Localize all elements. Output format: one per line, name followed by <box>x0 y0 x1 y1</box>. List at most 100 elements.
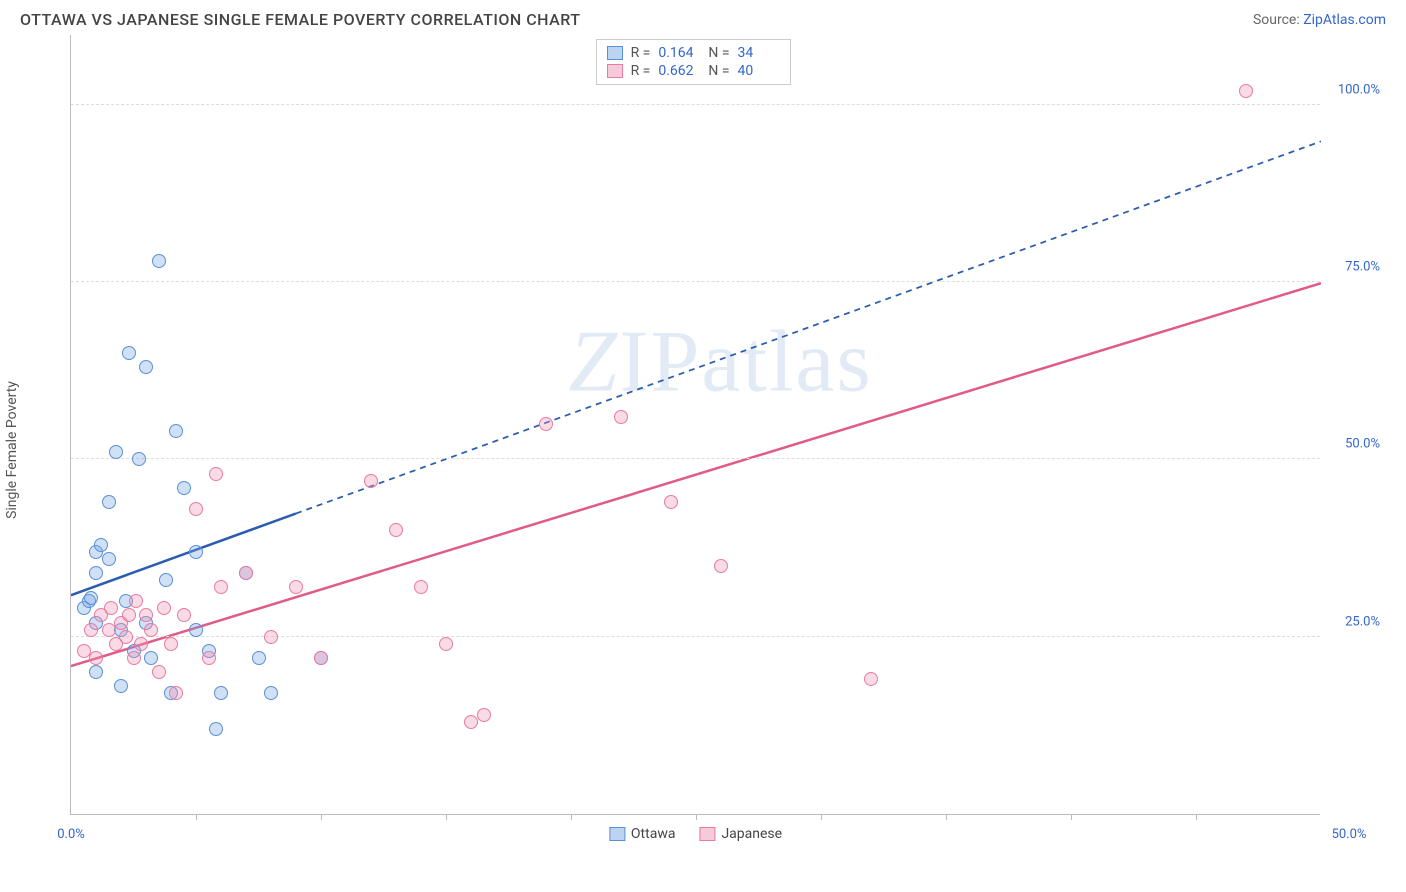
x-tick <box>571 814 572 820</box>
x-tick <box>1071 814 1072 820</box>
data-point <box>134 637 148 651</box>
legend-swatch <box>607 64 623 78</box>
data-point <box>164 637 178 651</box>
data-point <box>114 679 128 693</box>
data-point <box>414 580 428 594</box>
data-point <box>139 608 153 622</box>
x-tick-minor <box>696 814 697 820</box>
chart-title: OTTAWA VS JAPANESE SINGLE FEMALE POVERTY… <box>20 10 581 29</box>
legend-label: Ottawa <box>631 826 676 842</box>
y-axis-label: Single Female Poverty <box>4 381 20 519</box>
data-point <box>139 360 153 374</box>
data-point <box>129 594 143 608</box>
data-point <box>159 573 173 587</box>
x-tick <box>821 814 822 820</box>
data-point <box>209 467 223 481</box>
source-attribution: Source: ZipAtlas.com <box>1253 12 1386 28</box>
data-point <box>119 630 133 644</box>
data-point <box>189 623 203 637</box>
watermark: ZIPatlas <box>568 312 872 413</box>
data-point <box>389 523 403 537</box>
data-point <box>664 495 678 509</box>
data-point <box>289 580 303 594</box>
stat-r-value: 0.164 <box>658 45 700 61</box>
y-tick-label: 50.0% <box>1325 437 1380 452</box>
chart-header: OTTAWA VS JAPANESE SINGLE FEMALE POVERTY… <box>0 0 1406 35</box>
legend-item: Japanese <box>699 826 782 842</box>
source-link[interactable]: ZipAtlas.com <box>1303 12 1386 28</box>
y-tick-label: 75.0% <box>1325 260 1380 275</box>
gridline-y <box>71 636 1320 637</box>
x-tick-minor <box>196 814 197 820</box>
data-point <box>102 495 116 509</box>
gridline-y <box>71 104 1320 105</box>
stat-row: R = 0.164 N = 34 <box>607 44 780 62</box>
data-point <box>152 254 166 268</box>
trend-lines <box>71 35 1321 815</box>
legend-swatch <box>699 827 715 841</box>
stat-n-value: 40 <box>738 63 780 79</box>
data-point <box>109 445 123 459</box>
data-point <box>189 545 203 559</box>
x-tick-label: 0.0% <box>57 827 85 842</box>
gridline-y <box>71 458 1320 459</box>
data-point <box>102 552 116 566</box>
stat-n-value: 34 <box>738 45 780 61</box>
data-point <box>89 665 103 679</box>
data-point <box>89 651 103 665</box>
stat-r-label: R = <box>631 45 651 61</box>
gridline-y <box>71 281 1320 282</box>
y-tick-label: 25.0% <box>1325 614 1380 629</box>
x-tick <box>321 814 322 820</box>
x-tick-minor <box>946 814 947 820</box>
data-point <box>364 474 378 488</box>
data-point <box>1239 84 1253 98</box>
legend-item: Ottawa <box>609 826 676 842</box>
data-point <box>314 651 328 665</box>
stat-row: R = 0.662 N = 40 <box>607 62 780 80</box>
data-point <box>239 566 253 580</box>
data-point <box>144 651 158 665</box>
stat-n-label: N = <box>708 45 729 61</box>
data-point <box>122 346 136 360</box>
data-point <box>84 623 98 637</box>
stat-n-label: N = <box>708 63 729 79</box>
data-point <box>104 601 118 615</box>
data-point <box>189 502 203 516</box>
legend-bottom: Ottawa Japanese <box>609 826 782 842</box>
x-tick-minor <box>446 814 447 820</box>
data-point <box>614 410 628 424</box>
data-point <box>177 608 191 622</box>
data-point <box>252 651 266 665</box>
data-point <box>144 623 158 637</box>
source-prefix: Source: <box>1253 12 1303 28</box>
plot-area: ZIPatlas R =0.164N =34R =0.662N =40 Otta… <box>70 35 1320 815</box>
data-point <box>127 651 141 665</box>
data-point <box>714 559 728 573</box>
x-tick-minor <box>1196 814 1197 820</box>
data-point <box>84 591 98 605</box>
trend-line-solid <box>71 283 1321 666</box>
data-point <box>439 637 453 651</box>
data-point <box>152 665 166 679</box>
data-point <box>94 538 108 552</box>
data-point <box>169 686 183 700</box>
chart-area: Single Female Poverty ZIPatlas R =0.164N… <box>20 35 1386 865</box>
legend-swatch <box>609 827 625 841</box>
data-point <box>214 580 228 594</box>
x-tick-label: 50.0% <box>1332 827 1367 842</box>
data-point <box>264 686 278 700</box>
data-point <box>132 452 146 466</box>
data-point <box>169 424 183 438</box>
data-point <box>202 651 216 665</box>
data-point <box>89 566 103 580</box>
stat-r-label: R = <box>631 63 651 79</box>
legend-label: Japanese <box>721 826 782 842</box>
data-point <box>122 608 136 622</box>
data-point <box>864 672 878 686</box>
data-point <box>264 630 278 644</box>
stat-r-value: 0.662 <box>658 63 700 79</box>
data-point <box>157 601 171 615</box>
data-point <box>209 722 223 736</box>
data-point <box>477 708 491 722</box>
